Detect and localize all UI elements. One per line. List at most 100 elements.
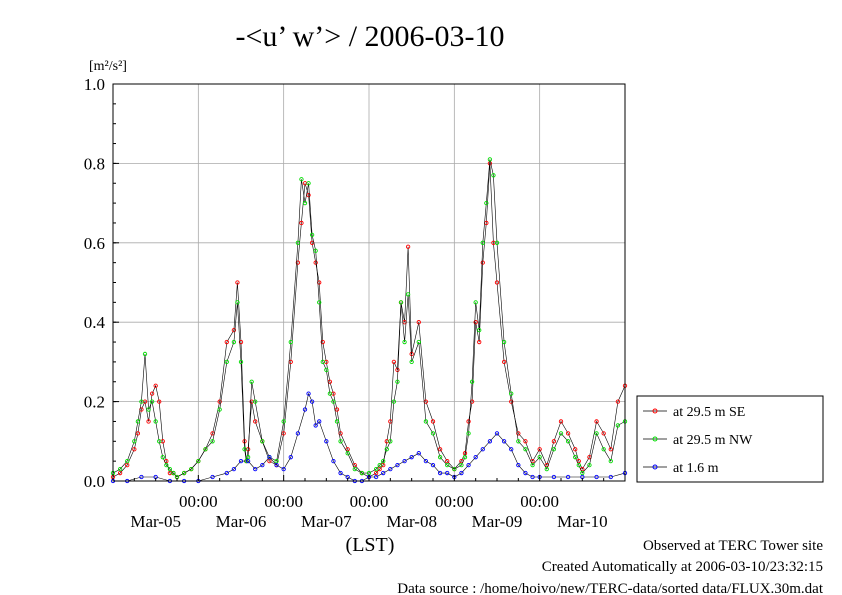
y-axis-unit-label: [m²/s²] bbox=[89, 59, 127, 74]
data-point bbox=[501, 339, 507, 345]
data-point bbox=[530, 462, 535, 468]
data-point bbox=[615, 399, 621, 404]
data-point bbox=[494, 280, 500, 285]
data-point bbox=[402, 339, 407, 345]
data-point bbox=[381, 458, 386, 464]
data-point bbox=[509, 391, 514, 396]
y-tick-label: 1.0 bbox=[84, 75, 105, 94]
x-tick-time-label: 00:00 bbox=[435, 492, 474, 511]
data-point bbox=[558, 431, 564, 436]
legend-swatch-marker bbox=[652, 436, 658, 442]
data-point bbox=[445, 458, 450, 464]
data-point bbox=[469, 379, 475, 384]
data-point bbox=[125, 462, 130, 468]
data-point bbox=[274, 458, 279, 464]
footer-data-source: Data source : /home/hoivo/new/TERC-data/… bbox=[397, 581, 824, 595]
data-point bbox=[473, 320, 478, 325]
data-point bbox=[409, 455, 414, 460]
data-point bbox=[125, 458, 130, 464]
data-point bbox=[516, 462, 521, 468]
data-point bbox=[320, 359, 325, 365]
data-point bbox=[171, 470, 176, 476]
data-point bbox=[601, 447, 606, 452]
data-point bbox=[405, 244, 411, 249]
data-point bbox=[391, 399, 397, 404]
data-point bbox=[477, 327, 482, 333]
data-point bbox=[466, 419, 471, 424]
x-tick-time-label: 00:00 bbox=[520, 492, 559, 511]
data-point bbox=[395, 462, 400, 468]
data-point bbox=[494, 240, 500, 245]
data-point bbox=[231, 466, 237, 472]
data-point bbox=[139, 399, 144, 404]
data-point bbox=[317, 280, 322, 285]
data-point bbox=[132, 439, 137, 444]
data-point bbox=[384, 447, 389, 452]
x-tick-date-label: Mar-05 bbox=[130, 512, 181, 531]
data-point bbox=[423, 458, 429, 464]
data-point bbox=[473, 455, 478, 460]
data-point bbox=[537, 447, 542, 452]
data-point bbox=[210, 474, 215, 480]
data-point bbox=[466, 462, 471, 468]
x-tick-date-label: Mar-10 bbox=[557, 512, 608, 531]
data-point bbox=[565, 474, 571, 480]
y-tick-label: 0.8 bbox=[84, 154, 105, 173]
data-point bbox=[359, 470, 365, 476]
data-point bbox=[565, 439, 571, 444]
data-point bbox=[487, 157, 493, 162]
x-axis-label: (LST) bbox=[346, 534, 395, 556]
data-point bbox=[217, 399, 222, 404]
data-point bbox=[430, 419, 436, 424]
data-point bbox=[281, 466, 286, 472]
data-point bbox=[551, 447, 557, 452]
data-point bbox=[164, 462, 169, 468]
data-point bbox=[516, 439, 521, 444]
data-point bbox=[523, 447, 528, 452]
data-point bbox=[249, 379, 254, 384]
data-point bbox=[309, 232, 315, 238]
data-point bbox=[509, 447, 514, 452]
x-tick-time-label: 00:00 bbox=[350, 492, 389, 511]
data-point bbox=[281, 419, 286, 424]
data-point bbox=[352, 466, 357, 472]
data-point bbox=[594, 419, 599, 424]
x-tick-date-label: Mar-09 bbox=[472, 512, 523, 531]
data-point bbox=[338, 470, 343, 476]
data-point bbox=[608, 474, 613, 480]
x-tick-date-label: Mar-07 bbox=[301, 512, 352, 531]
data-point bbox=[320, 339, 325, 345]
data-point bbox=[608, 447, 613, 452]
data-point bbox=[299, 177, 304, 182]
x-tick-date-label: Mar-06 bbox=[216, 512, 267, 531]
legend-swatch-marker bbox=[652, 464, 658, 470]
data-point bbox=[235, 280, 240, 285]
data-point bbox=[491, 173, 496, 178]
data-point bbox=[373, 474, 379, 480]
data-point bbox=[395, 379, 400, 384]
data-point bbox=[430, 431, 436, 436]
data-point bbox=[381, 470, 386, 476]
x-tick-date-label: Mar-08 bbox=[386, 512, 437, 531]
data-point bbox=[253, 399, 258, 404]
data-point bbox=[157, 399, 162, 404]
data-point bbox=[267, 455, 272, 460]
data-point bbox=[302, 407, 308, 412]
y-tick-label: 0.4 bbox=[84, 313, 106, 332]
series-layer bbox=[110, 157, 628, 484]
chart-title: -<u’ w’> / 2006-03-10 bbox=[235, 20, 504, 53]
y-tick-label: 0.2 bbox=[84, 393, 105, 412]
data-point bbox=[480, 260, 485, 265]
data-point bbox=[217, 407, 222, 412]
data-point bbox=[181, 470, 187, 476]
data-point bbox=[167, 466, 173, 472]
data-point bbox=[469, 399, 475, 404]
data-point bbox=[416, 339, 421, 345]
data-point bbox=[149, 399, 155, 404]
data-point bbox=[338, 431, 343, 436]
data-point bbox=[487, 439, 493, 444]
data-point bbox=[377, 462, 382, 468]
x-tick-time-label: 00:00 bbox=[264, 492, 303, 511]
data-point bbox=[327, 391, 333, 396]
data-point bbox=[523, 470, 528, 476]
